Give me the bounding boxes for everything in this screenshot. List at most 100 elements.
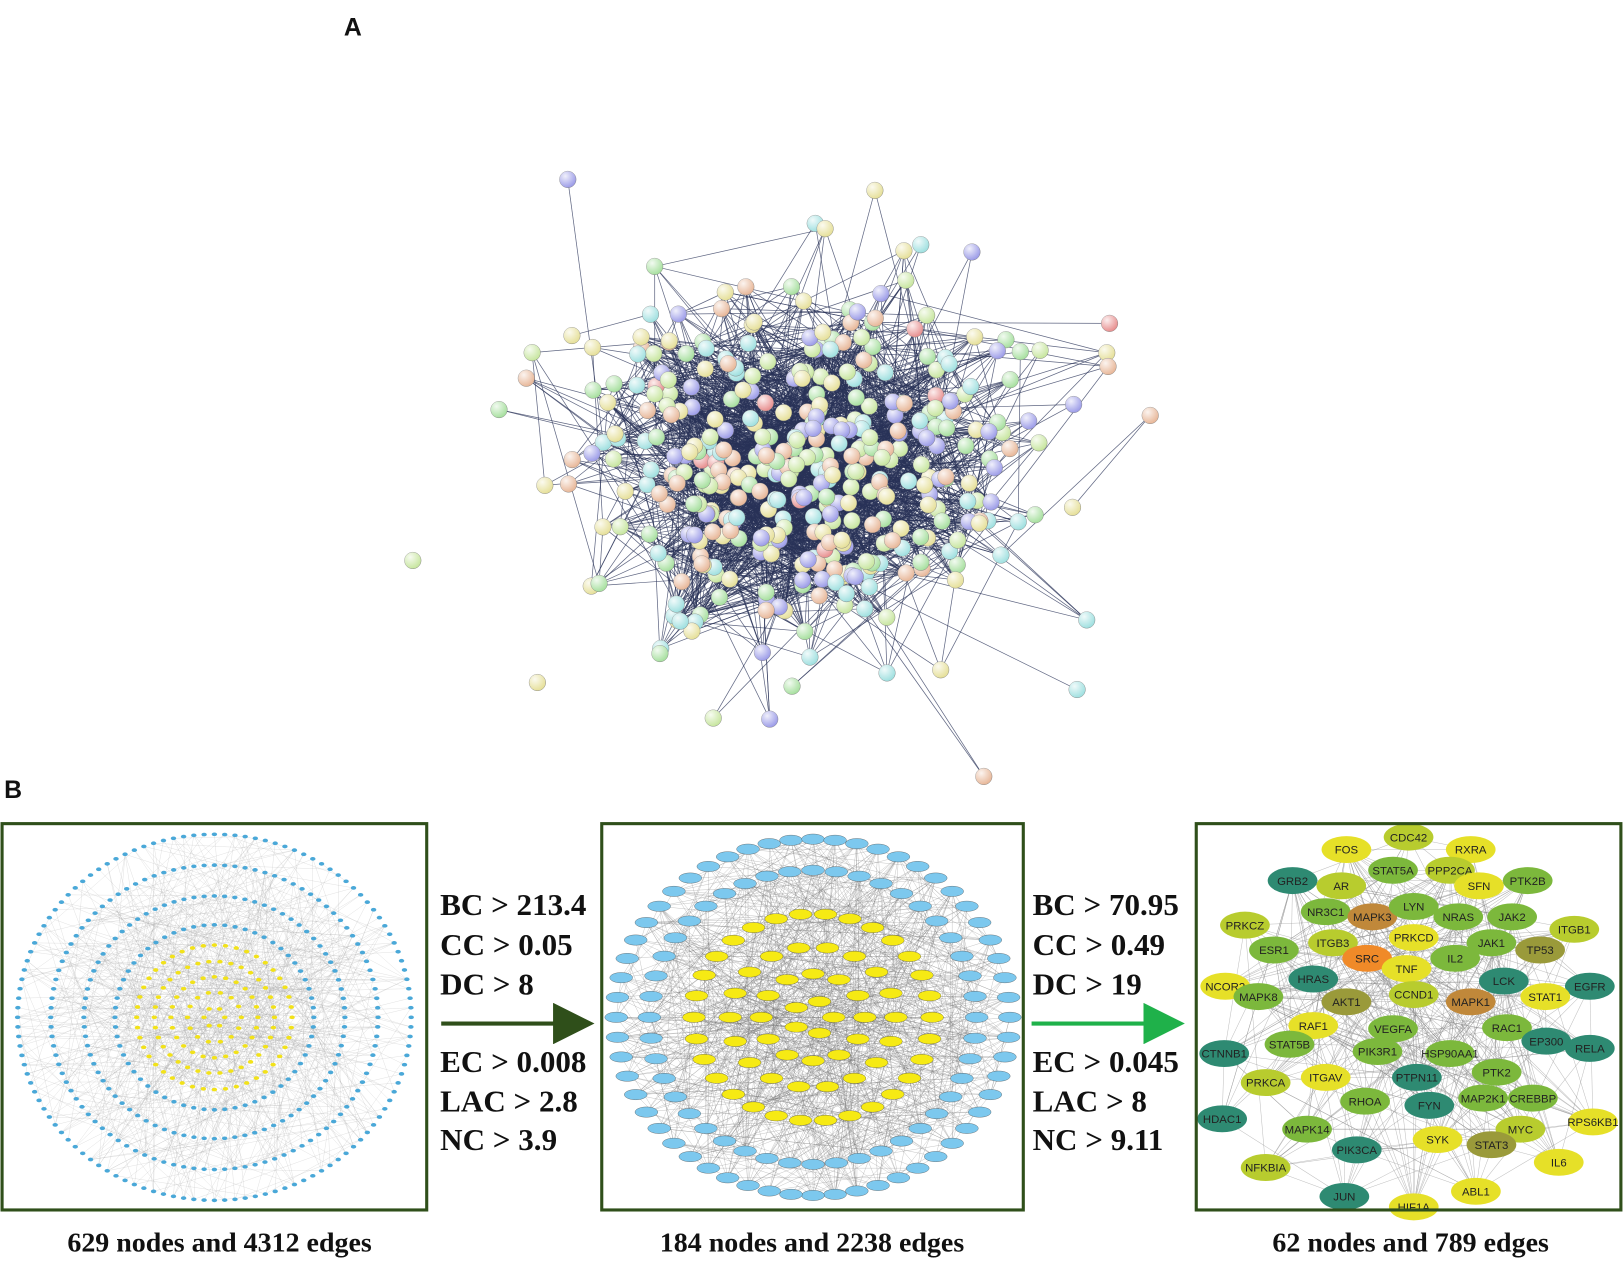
node [387, 932, 393, 937]
node [262, 870, 268, 875]
node [211, 1087, 218, 1092]
node [161, 1095, 168, 1100]
node [24, 1072, 30, 1076]
edge [591, 453, 677, 605]
node [357, 892, 364, 897]
node [306, 986, 312, 991]
node [124, 1143, 130, 1148]
edge [678, 311, 858, 315]
node [317, 1086, 323, 1091]
node [145, 1084, 151, 1088]
edge [17, 1026, 45, 1109]
node-shine [648, 428, 665, 446]
node [46, 1115, 53, 1119]
node-shine [878, 664, 896, 682]
node [344, 926, 350, 930]
node [181, 897, 187, 902]
node-shine [606, 425, 624, 443]
node [233, 1084, 239, 1089]
node [41, 923, 47, 928]
node-shine [761, 710, 778, 728]
node-shine [1020, 412, 1037, 430]
node [310, 1005, 316, 1010]
node [242, 986, 248, 991]
node [335, 977, 342, 982]
node [323, 1126, 330, 1131]
node [134, 1015, 140, 1020]
node [292, 1069, 298, 1074]
node [337, 918, 344, 923]
node [168, 1015, 174, 1020]
node [262, 1044, 269, 1049]
node [310, 1094, 317, 1099]
node-shine [833, 531, 851, 549]
node-shine [912, 236, 930, 253]
node [141, 1045, 147, 1050]
node [201, 1167, 207, 1172]
node [87, 1157, 94, 1162]
node [134, 917, 141, 921]
node [267, 1035, 274, 1040]
node [171, 1099, 177, 1104]
node-shine [822, 505, 839, 523]
edge [914, 328, 1109, 367]
node-shine [794, 571, 811, 589]
edge [572, 459, 668, 505]
node [206, 1007, 212, 1011]
node [252, 1162, 258, 1167]
node-shine [671, 612, 689, 630]
node [63, 950, 70, 955]
node [169, 1004, 176, 1009]
node [242, 1164, 248, 1169]
node-shine [693, 471, 711, 489]
node-shine [559, 171, 577, 188]
node [175, 970, 181, 975]
edge [321, 863, 347, 882]
node-shine [632, 328, 650, 346]
node-shine [801, 648, 819, 666]
node [303, 1101, 310, 1106]
node [303, 929, 310, 934]
node [235, 1004, 242, 1009]
node-shine [847, 389, 865, 406]
node [335, 873, 341, 877]
node [271, 873, 278, 878]
node [100, 1078, 106, 1083]
node [344, 1104, 350, 1109]
node [146, 1054, 152, 1059]
node-shine [911, 412, 929, 430]
node [201, 894, 207, 899]
node-shine [536, 477, 554, 494]
node [191, 925, 197, 929]
node-shine [886, 406, 904, 424]
node [243, 1081, 250, 1085]
node-shine [638, 476, 656, 493]
node [322, 952, 329, 956]
node [372, 1043, 378, 1048]
edge [745, 286, 771, 438]
node-shine [866, 309, 884, 327]
node [228, 1035, 234, 1039]
node [82, 1034, 89, 1039]
node [228, 1069, 234, 1073]
node-shine [584, 381, 602, 399]
node-shine [715, 441, 733, 459]
node [296, 1107, 302, 1112]
edge [654, 228, 826, 267]
node [285, 1077, 291, 1082]
node [370, 1053, 376, 1058]
node-shine [919, 348, 936, 365]
node [232, 1135, 238, 1140]
node [367, 968, 373, 973]
edge [886, 496, 1087, 621]
edge [678, 291, 726, 315]
node [242, 1133, 248, 1138]
node [211, 1055, 218, 1060]
node-shine [605, 450, 622, 468]
node [84, 1043, 91, 1048]
node [131, 1182, 138, 1187]
node [288, 917, 294, 921]
node [92, 911, 98, 916]
node [31, 941, 38, 945]
node [330, 911, 337, 916]
